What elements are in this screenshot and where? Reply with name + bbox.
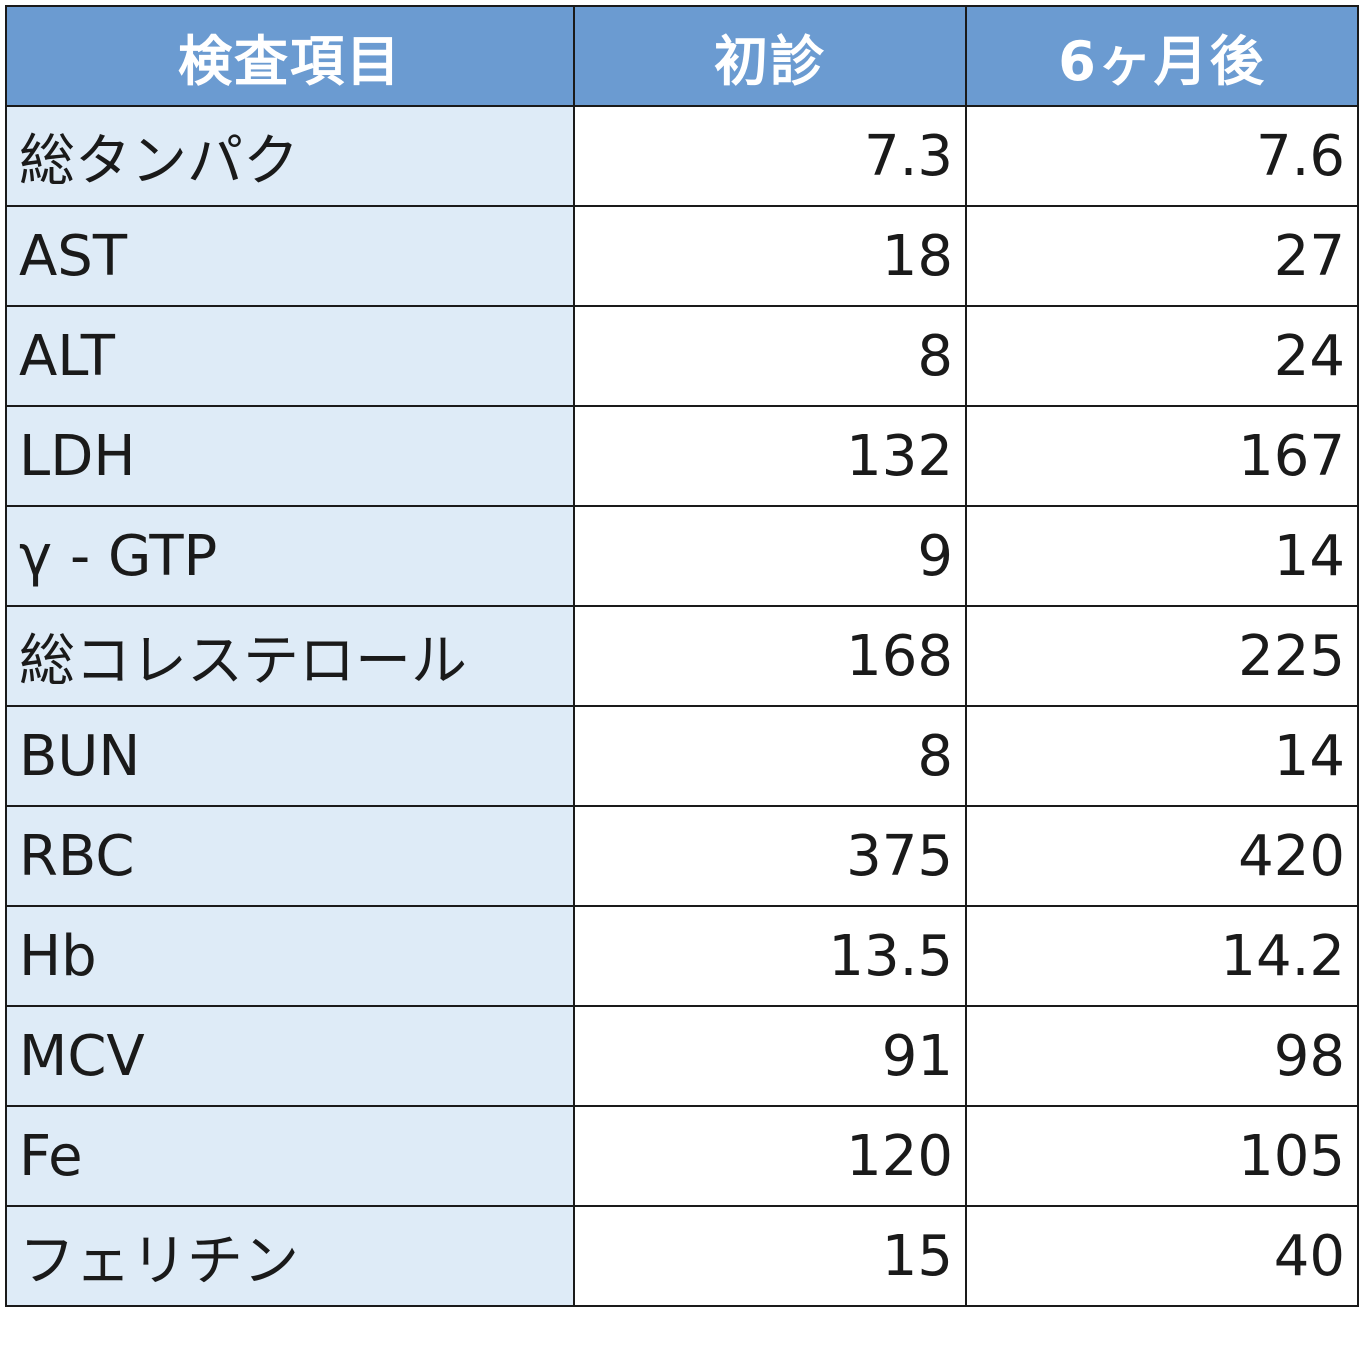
initial-value-cell: 8: [573, 705, 967, 807]
initial-value-cell: 8: [573, 305, 967, 407]
header-row: 検査項目 初診 6ヶ月後: [5, 5, 1359, 107]
initial-value-cell: 168: [573, 605, 967, 707]
test-item-cell: BUN: [5, 705, 575, 807]
after-6-months-value-cell: 105: [965, 1105, 1359, 1207]
after-6-months-value-cell: 24: [965, 305, 1359, 407]
test-item-cell: AST: [5, 205, 575, 307]
table-body: 総タンパク 7.3 7.6 AST 18 27 ALT 8 24 LDH 132 167 γ - GTP…: [5, 105, 1359, 1307]
initial-value-cell: 13.5: [573, 905, 967, 1007]
test-item-cell: 総タンパク: [5, 105, 575, 207]
after-6-months-value-cell: 40: [965, 1205, 1359, 1307]
table-row: Fe 120 105: [5, 1105, 1359, 1207]
after-6-months-value-cell: 420: [965, 805, 1359, 907]
table-row: RBC 375 420: [5, 805, 1359, 907]
after-6-months-value-cell: 225: [965, 605, 1359, 707]
test-item-cell: フェリチン: [5, 1205, 575, 1307]
lab-results-table: 検査項目 初診 6ヶ月後 総タンパク 7.3 7.6 AST 18 27 ALT 8 24 LDH…: [5, 5, 1359, 1307]
after-6-months-value-cell: 14: [965, 505, 1359, 607]
header-after-6-months: 6ヶ月後: [965, 5, 1359, 107]
table-row: 総コレステロール 168 225: [5, 605, 1359, 707]
test-item-cell: MCV: [5, 1005, 575, 1107]
test-item-cell: Hb: [5, 905, 575, 1007]
initial-value-cell: 120: [573, 1105, 967, 1207]
after-6-months-value-cell: 7.6: [965, 105, 1359, 207]
after-6-months-value-cell: 27: [965, 205, 1359, 307]
initial-value-cell: 7.3: [573, 105, 967, 207]
test-item-cell: 総コレステロール: [5, 605, 575, 707]
test-item-cell: γ - GTP: [5, 505, 575, 607]
table-row: γ - GTP 9 14: [5, 505, 1359, 607]
test-item-cell: LDH: [5, 405, 575, 507]
test-item-cell: ALT: [5, 305, 575, 407]
initial-value-cell: 91: [573, 1005, 967, 1107]
after-6-months-value-cell: 98: [965, 1005, 1359, 1107]
table-row: MCV 91 98: [5, 1005, 1359, 1107]
header-item: 検査項目: [5, 5, 575, 107]
test-item-cell: RBC: [5, 805, 575, 907]
table-row: Hb 13.5 14.2: [5, 905, 1359, 1007]
table-row: BUN 8 14: [5, 705, 1359, 807]
initial-value-cell: 9: [573, 505, 967, 607]
after-6-months-value-cell: 14.2: [965, 905, 1359, 1007]
initial-value-cell: 15: [573, 1205, 967, 1307]
table-row: 総タンパク 7.3 7.6: [5, 105, 1359, 207]
after-6-months-value-cell: 14: [965, 705, 1359, 807]
initial-value-cell: 375: [573, 805, 967, 907]
table-row: AST 18 27: [5, 205, 1359, 307]
table-row: LDH 132 167: [5, 405, 1359, 507]
table-header: 検査項目 初診 6ヶ月後: [5, 5, 1359, 107]
table-row: フェリチン 15 40: [5, 1205, 1359, 1307]
initial-value-cell: 132: [573, 405, 967, 507]
initial-value-cell: 18: [573, 205, 967, 307]
after-6-months-value-cell: 167: [965, 405, 1359, 507]
test-item-cell: Fe: [5, 1105, 575, 1207]
table-row: ALT 8 24: [5, 305, 1359, 407]
header-initial: 初診: [573, 5, 967, 107]
